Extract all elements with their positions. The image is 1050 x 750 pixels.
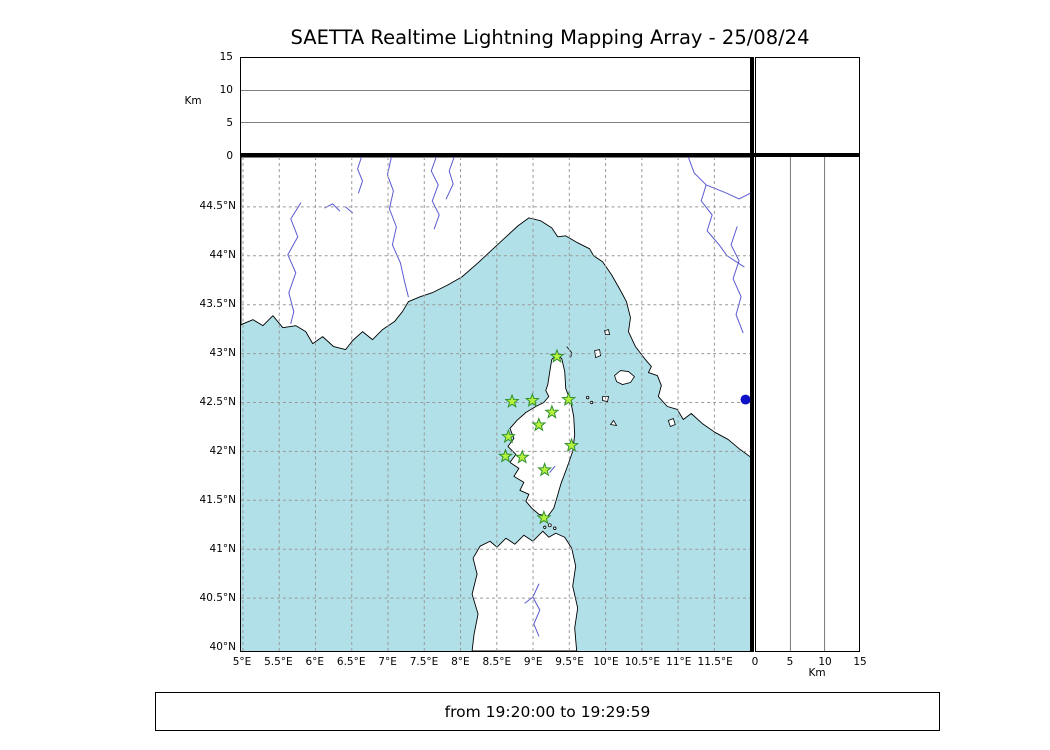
time-range-text: from 19:20:00 to 19:29:59 [444, 702, 651, 721]
panel-map [240, 156, 752, 652]
map-plot [241, 157, 751, 651]
river-line [524, 596, 534, 604]
station-star-marker [500, 428, 516, 444]
lat-tick-label: 43°N [209, 346, 236, 359]
thick-divider-horizontal [240, 153, 860, 157]
alt-lat-gridlines [789, 157, 826, 651]
river-line [705, 184, 751, 200]
maddalena-islet [543, 525, 547, 529]
maddalena-islet [553, 526, 557, 530]
river-line [386, 157, 409, 298]
river-line [445, 157, 455, 200]
river-line [549, 465, 556, 473]
panel-altitude-vs-latitude [755, 156, 860, 652]
lon-tick-label: 5°E [232, 656, 252, 668]
river-line [730, 226, 744, 334]
lat-tick-label: 43.5°N [199, 297, 236, 310]
detection-markers [740, 394, 751, 405]
lat-tick-label: 42°N [209, 444, 236, 457]
river-line [430, 157, 440, 230]
alt-lon-tick-label: 15 [219, 50, 233, 63]
alt-lat-tick-label: 5 [786, 656, 794, 668]
landmasses [241, 157, 751, 651]
station-star-marker [504, 393, 520, 408]
lat-tick-label: 40.5°N [199, 591, 236, 604]
chart-title: SAETTA Realtime Lightning Mapping Array … [290, 26, 810, 49]
lat-tick-label: 42.5°N [199, 395, 236, 408]
station-star-marker [531, 417, 547, 432]
lat-tick-label: 44.5°N [199, 199, 236, 212]
station-star-marker [561, 391, 577, 406]
panel-altitude-vs-longitude [240, 57, 752, 156]
lon-tick-label: 5.5°E [264, 656, 293, 668]
river-line [532, 583, 541, 637]
lat-tick-label: 41°N [209, 542, 236, 555]
detection-dot [740, 394, 751, 405]
lon-tick-label: 10.5°E [624, 656, 661, 668]
station-star-marker [536, 509, 552, 525]
river-line [357, 157, 364, 194]
maddalena-islet [547, 523, 552, 528]
station-star-marker [544, 404, 560, 419]
river-line [287, 202, 302, 325]
alt-lon-tick-label: 5 [226, 116, 233, 129]
lon-tick-label: 7°E [378, 656, 397, 668]
lon-tick-label: 11.5°E [697, 656, 733, 668]
lon-tick-label: 11°E [666, 656, 692, 668]
alt-lon-plot [241, 89, 751, 124]
alt-lon-tick-label: 0 [226, 149, 233, 162]
lon-tick-label: 7.5°E [409, 656, 439, 668]
rivers [287, 157, 751, 637]
lat-tick-label: 41.5°N [199, 493, 236, 506]
elba-island [614, 370, 635, 385]
river-line [687, 157, 745, 268]
alt-lat-tick-label: 0 [751, 656, 759, 668]
lon-tick-label: 6.5°E [336, 656, 366, 668]
station-star-marker [498, 448, 514, 463]
lon-tick-label: 9.5°E [555, 656, 584, 668]
station-star-marker [537, 462, 553, 477]
lat-tick-label: 40°N [209, 640, 236, 653]
tuscan-islet [590, 400, 594, 405]
lon-tick-label: 8°E [451, 656, 470, 668]
giglio-island [667, 417, 676, 427]
time-range-box: from 19:20:00 to 19:29:59 [155, 692, 940, 731]
station-markers [498, 348, 580, 525]
alt-lat-tick-label: 15 [853, 656, 867, 668]
lat-tick-label: 44°N [209, 248, 236, 261]
alt-lat-plot [789, 157, 826, 651]
lon-tick-label: 10°E [593, 656, 619, 668]
alt-lon-tick-label: 10 [219, 83, 233, 96]
lon-tick-label: 9°E [523, 656, 543, 668]
cap-corse-islet-chain [566, 346, 573, 358]
thick-divider-vertical [750, 57, 754, 652]
sardinia-island [471, 530, 579, 651]
graticule-grid [241, 157, 751, 651]
capraia-island [594, 349, 602, 359]
mainland-france-italy-coast [241, 157, 751, 458]
station-star-marker [524, 392, 540, 408]
km-axis-label-right: Km [808, 667, 826, 679]
corsica-island [507, 354, 576, 517]
station-star-marker [514, 449, 530, 464]
alt-lon-gridlines [241, 89, 751, 124]
station-star-marker [563, 437, 580, 452]
km-axis-label-top: Km [184, 95, 202, 107]
panel-top-right-histogram [755, 57, 860, 156]
alt-lat-tick-label: 10 [818, 656, 832, 668]
tuscan-islet [585, 395, 590, 400]
lon-tick-label: 8.5°E [482, 656, 512, 668]
station-star-marker [549, 348, 565, 363]
lon-tick-label: 6°E [305, 656, 325, 668]
montecristo-island [609, 419, 618, 426]
